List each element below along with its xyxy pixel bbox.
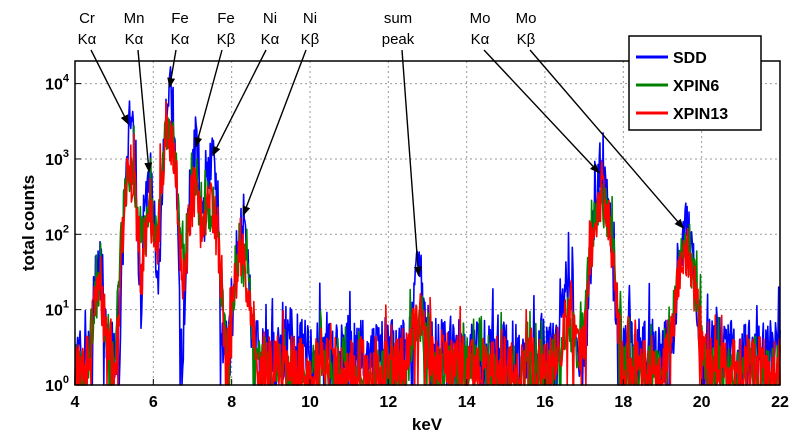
annotation-arrow	[401, 49, 422, 277]
y-tick-label: 100	[45, 374, 69, 395]
x-tick-label: 22	[771, 394, 789, 411]
x-tick-label: 10	[301, 394, 319, 411]
annotation-line: Kα	[261, 31, 280, 48]
annotation-ni-5: Ni Kα	[212, 10, 280, 157]
annotation-arrow	[90, 49, 130, 126]
annotation-element: Mo	[516, 10, 537, 27]
y-axis-label: total counts	[19, 175, 38, 271]
y-tick-label: 104	[45, 73, 70, 94]
annotation-element: Ni	[303, 10, 317, 27]
y-tick-label: 101	[45, 299, 69, 320]
annotation-line: Kβ	[517, 31, 536, 48]
x-tick-label: 6	[149, 394, 158, 411]
annotation-arrow	[212, 49, 267, 157]
annotation-line: Kα	[125, 31, 144, 48]
peak-annotations: Cr Kα Mn Kα Fe Kα Fe Kβ Ni Kα Ni Kβ sum peak Mo Kα Mo Kβ	[78, 10, 685, 277]
x-tick-label: 18	[614, 394, 632, 411]
annotation-fe-4: Fe Kβ	[194, 10, 236, 148]
annotation-arrow	[483, 49, 600, 174]
legend-label-sdd: SDD	[673, 50, 707, 67]
annotation-element: Fe	[217, 10, 235, 27]
annotation-mo-9: Mo Kβ	[516, 10, 685, 229]
annotation-mn-2: Mn Kα	[124, 10, 153, 173]
annotation-arrow	[167, 49, 177, 88]
annotation-element: Mn	[124, 10, 145, 27]
annotation-line: peak	[382, 31, 415, 48]
x-tick-label: 20	[693, 394, 711, 411]
annotation-line: Kα	[471, 31, 490, 48]
legend: SDD XPIN6 XPIN13	[628, 35, 762, 131]
y-tick-label: 103	[45, 148, 69, 169]
annotation-mo-8: Mo Kα	[470, 10, 600, 174]
annotation-line: Kα	[171, 31, 190, 48]
y-axis-ticks: 100 101 102 103 104	[45, 73, 81, 395]
annotation-fe-3: Fe Kα	[167, 10, 190, 88]
annotation-line: Kβ	[217, 31, 236, 48]
annotation-element: Cr	[79, 10, 95, 27]
annotation-line: Kβ	[301, 31, 320, 48]
plot-frame	[74, 60, 781, 386]
x-tick-label: 14	[458, 394, 476, 411]
annotation-cr-1: Cr Kα	[78, 10, 130, 126]
annotation-element: Fe	[171, 10, 189, 27]
annotation-element: Mo	[470, 10, 491, 27]
annotation-ni-6: Ni Kβ	[242, 10, 320, 217]
legend-label-xpin6: XPIN6	[673, 78, 719, 95]
legend-label-xpin13: XPIN13	[673, 106, 728, 123]
x-tick-label: 16	[536, 394, 554, 411]
annotation-arrow	[194, 49, 223, 148]
annotation-sum-7: sum peak	[382, 10, 422, 277]
x-tick-label: 4	[71, 394, 80, 411]
annotation-arrow	[242, 49, 307, 217]
y-tick-label: 102	[45, 223, 69, 244]
annotation-element: Ni	[263, 10, 277, 27]
x-axis-ticks: 4 6 8 10 12 14 16 18 20 22	[71, 379, 789, 411]
annotation-arrow	[137, 49, 153, 173]
x-tick-label: 12	[379, 394, 397, 411]
x-axis-label: keV	[412, 415, 443, 434]
x-tick-label: 8	[227, 394, 236, 411]
annotation-element: sum	[384, 10, 412, 27]
annotation-line: Kα	[78, 31, 97, 48]
annotation-arrow	[529, 49, 685, 229]
